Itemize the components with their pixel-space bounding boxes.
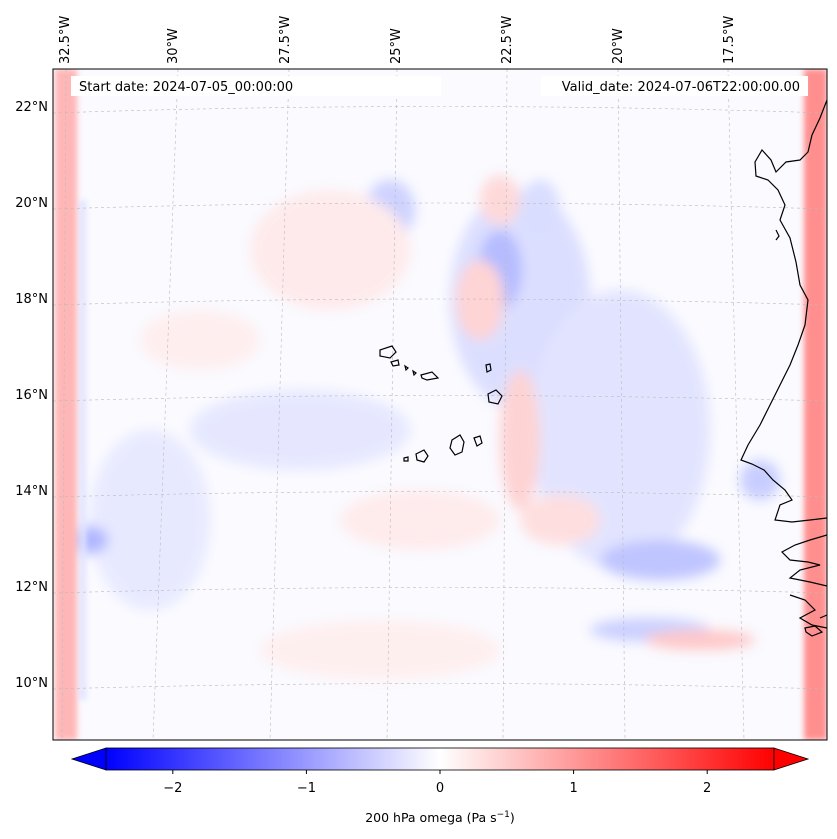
longitude-labels: 32.5°W 30°W 27.5°W 25°W 22.5°W 20°W 17.5… xyxy=(58,16,737,64)
start-date-label: Start date: 2024-07-05_00:00:00 xyxy=(79,80,293,95)
lat-label: 12°N xyxy=(15,580,48,595)
grid-lat-line xyxy=(53,587,827,594)
colorbar-extend-min xyxy=(70,747,107,771)
cape-verde-island xyxy=(485,363,492,373)
grid-lat-line xyxy=(53,298,827,306)
omega-edge-band-inner xyxy=(80,200,86,700)
cape-verde-island xyxy=(473,435,483,447)
lat-label: 18°N xyxy=(15,292,48,307)
cape-verde-island xyxy=(420,371,440,381)
grid-lon-line xyxy=(727,69,745,740)
omega-edge-band-right xyxy=(804,69,827,740)
omega-patch-red xyxy=(520,495,600,545)
lon-label: 30°W xyxy=(166,28,181,64)
coastlines xyxy=(379,99,827,637)
lon-label: 32.5°W xyxy=(58,16,73,64)
colorbar-body xyxy=(105,747,775,771)
omega-patch-blue xyxy=(600,540,720,580)
lon-label: 17.5°W xyxy=(722,16,737,64)
cape-verde-island xyxy=(379,345,397,359)
lat-label: 16°N xyxy=(15,388,48,403)
latitude-labels: 22°N 20°N 18°N 16°N 14°N 12°N 10°N xyxy=(15,100,48,691)
grid-lon-line xyxy=(269,69,290,740)
colorbar-tick-label: −1 xyxy=(297,781,316,796)
grid-lat-line xyxy=(53,106,827,114)
colorbar-tick-label: 0 xyxy=(436,781,444,796)
grid-lat-line xyxy=(53,683,827,690)
colorbar: −2 −1 0 1 2 200 hPa omega (Pa s−1) xyxy=(70,747,810,825)
plot-area: Start date: 2024-07-05_00:00:00 Valid_da… xyxy=(52,68,828,741)
grid-lon-line xyxy=(386,69,398,740)
africa-coastline xyxy=(775,229,780,241)
colorbar-extend-max xyxy=(773,747,810,771)
cape-verde-island xyxy=(415,449,429,463)
cape-verde-island xyxy=(449,434,465,456)
plot-frame xyxy=(52,68,828,741)
colorbar-label-exponent: −1 xyxy=(497,810,510,820)
lon-label: 25°W xyxy=(389,28,404,64)
grid-lon-line xyxy=(61,69,67,740)
omega-patch-red xyxy=(480,175,520,225)
lon-label: 20°W xyxy=(611,28,626,64)
lon-label: 27.5°W xyxy=(278,16,293,64)
colorbar-tick-label: −2 xyxy=(163,781,182,796)
grid-lon-line xyxy=(502,69,508,740)
omega-patch-red xyxy=(340,490,500,550)
cape-verde-island xyxy=(403,456,409,462)
valid-date-box xyxy=(541,76,808,96)
omega-patch-blue xyxy=(740,460,780,500)
africa-coastline xyxy=(740,99,827,523)
omega-edge-band-left xyxy=(55,69,77,740)
africa-coastline xyxy=(781,534,827,587)
colorbar-tick-label: 2 xyxy=(703,781,711,796)
cape-verde-island xyxy=(404,364,409,372)
start-date-box xyxy=(71,76,441,96)
africa-coastline xyxy=(819,614,827,619)
omega-patch-blue xyxy=(72,526,108,554)
lat-label: 14°N xyxy=(15,484,48,499)
omega-field xyxy=(55,69,827,740)
lat-label: 10°N xyxy=(15,676,48,691)
lon-label: 22.5°W xyxy=(500,16,515,64)
omega-patch-red xyxy=(250,190,410,310)
valid-date-label: Valid_date: 2024-07-06T22:00:00.00 xyxy=(562,80,800,95)
omega-patch-red xyxy=(500,370,540,510)
grid-lat-line xyxy=(53,395,827,402)
lat-label: 22°N xyxy=(15,100,48,115)
omega-patch-blue xyxy=(90,430,210,610)
colorbar-label: 200 hPa omega (Pa s−1) xyxy=(365,810,515,825)
lat-label: 20°N xyxy=(15,196,48,211)
graticule xyxy=(53,69,827,740)
omega-patch-red xyxy=(456,260,504,340)
omega-patch-blue xyxy=(190,390,410,470)
africa-coastline xyxy=(804,625,824,637)
grid-lat-line xyxy=(53,491,827,498)
omega-patch-red xyxy=(260,620,500,680)
cape-verde-island xyxy=(390,359,400,367)
grid-lat-line xyxy=(53,202,827,210)
colorbar-ticks: −2 −1 0 1 2 xyxy=(163,770,711,796)
omega-patch-red xyxy=(645,630,755,650)
omega-patch-blue xyxy=(520,180,560,240)
omega-patch-red xyxy=(140,310,260,370)
grid-lon-line xyxy=(152,69,179,740)
cape-verde-island xyxy=(412,369,417,377)
cape-verde-island xyxy=(487,389,503,405)
colorbar-tick-label: 1 xyxy=(569,781,577,796)
grid-lon-line xyxy=(617,69,626,740)
